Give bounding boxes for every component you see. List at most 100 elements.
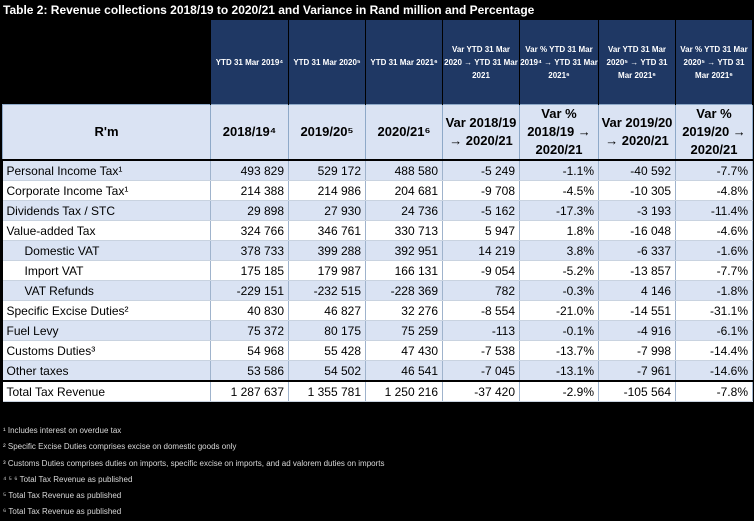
table-cell: 47 430	[365, 340, 443, 361]
period-header-row: YTD 31 Mar 2019⁴ YTD 31 Mar 2020⁵ YTD 31…	[2, 20, 753, 105]
table-cell: -5 249	[442, 160, 520, 181]
table-cell: -6.1%	[675, 320, 753, 341]
table-cell: -1.8%	[675, 280, 753, 301]
table-cell: -17.3%	[519, 200, 599, 221]
table-cell: 324 766	[210, 220, 289, 241]
table-cell: 54 502	[288, 360, 366, 382]
table-cell: -9 054	[442, 260, 520, 281]
table-cell: 14 219	[442, 240, 520, 261]
table-row: Specific Excise Duties² 40 830 46 827 32 27…	[2, 300, 753, 321]
table-cell: -0.1%	[519, 320, 599, 341]
table-cell: -5 162	[442, 200, 520, 221]
footnote: ² Specific Excise Duties comprises excis…	[3, 442, 237, 452]
table-cell: -7 961	[598, 360, 676, 382]
table-row: Personal Income Tax¹ 493 829 529 172 488 58…	[2, 160, 753, 181]
table-cell: -5.2%	[519, 260, 599, 281]
table-cell: -11.4%	[675, 200, 753, 221]
table-cell: -14.6%	[675, 360, 753, 382]
column-header: 2020/21⁶	[365, 104, 443, 161]
table-row: Domestic VAT 378 733 399 288 392 951 14 219 3…	[2, 240, 753, 261]
table-cell: -4.8%	[675, 180, 753, 201]
column-header: Var 2018/19 → 2020/21	[442, 104, 520, 161]
table-cell: 24 736	[365, 200, 443, 221]
period-header: YTD 31 Mar 2020⁵	[288, 20, 366, 105]
table-cell: -13.1%	[519, 360, 599, 382]
table-cell: -7 538	[442, 340, 520, 361]
table-row: Dividends Tax / STC 29 898 27 930 24 736 -5 …	[2, 200, 753, 221]
table-cell: 782	[442, 280, 520, 301]
table-cell: -0.3%	[519, 280, 599, 301]
period-header: Var YTD 31 Mar 2020 → YTD 31 Mar 2021	[442, 20, 520, 105]
table-cell: 214 388	[210, 180, 289, 201]
table-cell: -1.1%	[519, 160, 599, 181]
table-cell: 175 185	[210, 260, 289, 281]
table-cell: 4 146	[598, 280, 676, 301]
table-cell: 29 898	[210, 200, 289, 221]
table-title: Table 2: Revenue collections 2018/19 to …	[3, 3, 535, 17]
table-row: Import VAT 175 185 179 987 166 131 -9 054 -5.…	[2, 260, 753, 281]
table-row: Corporate Income Tax¹ 214 388 214 986 204 6…	[2, 180, 753, 201]
row-label: Specific Excise Duties²	[2, 300, 211, 321]
table-cell: -13 857	[598, 260, 676, 281]
row-label: Corporate Income Tax¹	[2, 180, 211, 201]
table-cell: -31.1%	[675, 300, 753, 321]
column-header: Var % 2019/20 → 2020/21	[675, 104, 753, 161]
table-cell: 80 175	[288, 320, 366, 341]
row-label: Other taxes	[2, 360, 211, 382]
table-row: Other taxes 53 586 54 502 46 541 -7 045 -13.1…	[2, 360, 753, 382]
column-header: 2018/19⁴	[210, 104, 289, 161]
row-label: Domestic VAT	[2, 240, 211, 261]
table-cell: 53 586	[210, 360, 289, 382]
table-cell: -8 554	[442, 300, 520, 321]
column-header-row: R'm 2018/19⁴ 2019/20⁵ 2020/21⁶ Var 2018/…	[2, 104, 753, 161]
table-row: Fuel Levy 75 372 80 175 75 259 -113 -0.1% -4 9…	[2, 320, 753, 341]
table-cell: 488 580	[365, 160, 443, 181]
footnote: ³ Customs Duties comprises duties on imp…	[3, 458, 385, 468]
table-cell: -1.6%	[675, 240, 753, 261]
period-header: Var YTD 31 Mar 2020⁵ → YTD 31 Mar 2021⁶	[598, 20, 676, 105]
table-row: Customs Duties³ 54 968 55 428 47 430 -7 538-…	[2, 340, 753, 361]
row-label: Fuel Levy	[2, 320, 211, 341]
table-cell: -6 337	[598, 240, 676, 261]
column-header: 2019/20⁵	[288, 104, 366, 161]
table-cell: -7 045	[442, 360, 520, 382]
column-header: Var 2019/20 → 2020/21	[598, 104, 676, 161]
table-cell: 330 713	[365, 220, 443, 241]
table-cell: 214 986	[288, 180, 366, 201]
table-cell: -21.0%	[519, 300, 599, 321]
table-cell: -37 420	[442, 380, 520, 402]
header-blank-cell	[2, 20, 211, 105]
footnote: ¹ Includes interest on overdue tax	[3, 426, 122, 435]
table-cell: 392 951	[365, 240, 443, 261]
table-cell: 40 830	[210, 300, 289, 321]
table-cell: -40 592	[598, 160, 676, 181]
row-label: Value-added Tax	[2, 220, 211, 241]
table-cell: -7.7%	[675, 260, 753, 281]
table-cell: 46 541	[365, 360, 443, 382]
table-cell: 1.8%	[519, 220, 599, 241]
table-cell: -10 305	[598, 180, 676, 201]
table-cell: 46 827	[288, 300, 366, 321]
table-cell: -4 916	[598, 320, 676, 341]
table-cell: -4.5%	[519, 180, 599, 201]
table-row: Value-added Tax 324 766 346 761 330 713 5 94…	[2, 220, 753, 241]
table-cell: -105 564	[598, 380, 676, 402]
footnote: ⁵ Total Tax Revenue as published	[3, 491, 122, 501]
table-cell: -14 551	[598, 300, 676, 321]
table-cell: -9 708	[442, 180, 520, 201]
table-cell: 55 428	[288, 340, 366, 361]
table-cell: 346 761	[288, 220, 366, 241]
table-cell: 1 287 637	[210, 380, 289, 402]
table-cell: -228 369	[365, 280, 443, 301]
table-cell: -13.7%	[519, 340, 599, 361]
table-cell: -3 193	[598, 200, 676, 221]
table-cell: 27 930	[288, 200, 366, 221]
row-label: Import VAT	[2, 260, 211, 281]
period-header: Var % YTD 31 Mar 2020⁵ → YTD 31 Mar 2021…	[675, 20, 753, 105]
table-cell: 399 288	[288, 240, 366, 261]
table-cell: 166 131	[365, 260, 443, 281]
table-cell: -7.8%	[675, 380, 753, 402]
table-cell: 54 968	[210, 340, 289, 361]
table-cell: 32 276	[365, 300, 443, 321]
column-header: Var % 2018/19 → 2020/21	[519, 104, 599, 161]
